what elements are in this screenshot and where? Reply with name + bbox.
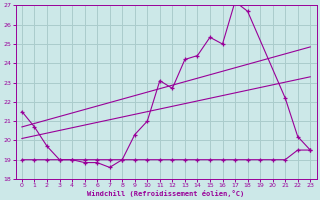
- X-axis label: Windchill (Refroidissement éolien,°C): Windchill (Refroidissement éolien,°C): [87, 190, 245, 197]
